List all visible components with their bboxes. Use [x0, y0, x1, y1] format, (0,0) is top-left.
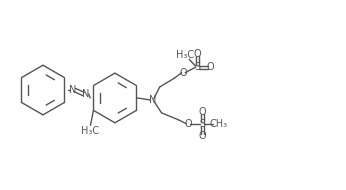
Text: CH₃: CH₃ — [210, 119, 228, 129]
Text: N: N — [82, 89, 90, 99]
Text: N: N — [69, 85, 76, 95]
Text: O: O — [199, 107, 206, 117]
Text: S: S — [194, 62, 200, 72]
Text: O: O — [199, 131, 206, 141]
Text: O: O — [193, 49, 201, 59]
Text: H₃C: H₃C — [81, 126, 100, 136]
Text: O: O — [207, 62, 214, 72]
Text: O: O — [180, 68, 187, 78]
Text: S: S — [199, 119, 205, 129]
Text: N: N — [149, 95, 156, 105]
Text: H₃C: H₃C — [176, 51, 194, 60]
Text: O: O — [184, 119, 192, 129]
